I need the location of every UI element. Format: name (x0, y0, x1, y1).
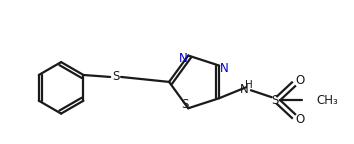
Text: S: S (182, 98, 189, 111)
Text: N: N (240, 83, 249, 96)
Text: CH₃: CH₃ (316, 94, 338, 107)
Text: O: O (296, 113, 305, 126)
Text: N: N (220, 62, 229, 75)
Text: H: H (245, 80, 253, 90)
Text: O: O (296, 74, 305, 87)
Text: S: S (271, 94, 278, 107)
Text: N: N (179, 52, 188, 65)
Text: S: S (113, 70, 120, 84)
